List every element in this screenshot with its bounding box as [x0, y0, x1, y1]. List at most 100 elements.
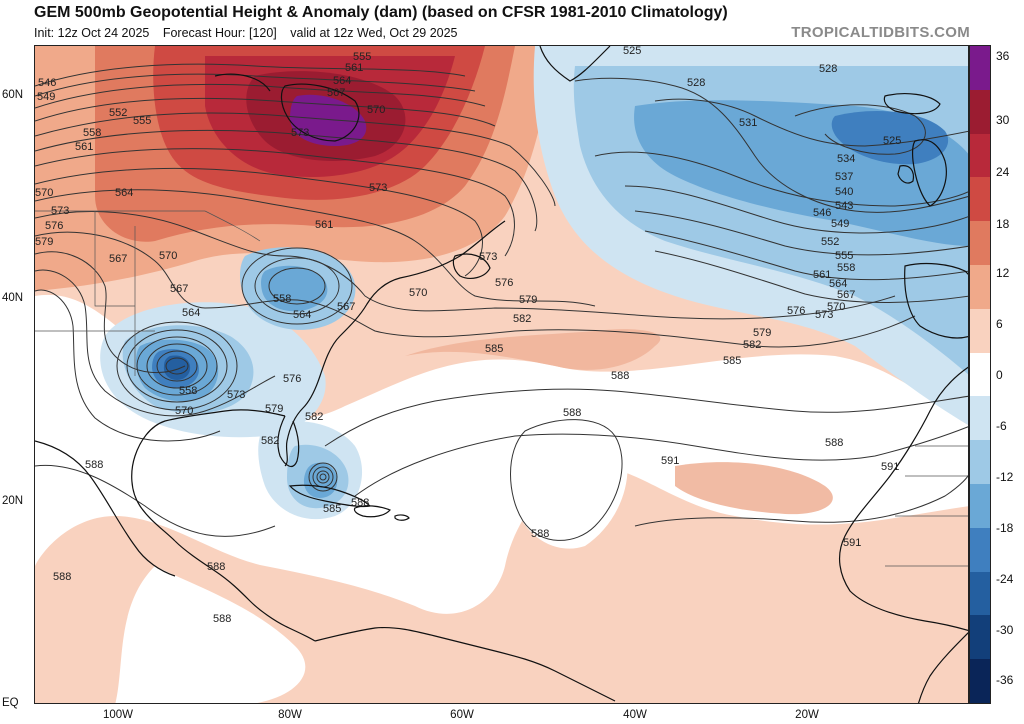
contour-label: 570	[367, 104, 385, 116]
contour-label: 549	[37, 91, 55, 103]
contour-label: 582	[305, 411, 323, 423]
colorbar-segment	[970, 484, 990, 529]
lon-label-20w: 20W	[795, 709, 819, 721]
contour-label: 570	[827, 301, 845, 313]
forecast-hour: Forecast Hour: [120]	[162, 26, 277, 40]
contour-label: 555	[353, 51, 371, 63]
political-borders	[35, 210, 968, 567]
contour-label: 552	[821, 236, 839, 248]
contour-label: 588	[213, 613, 231, 625]
contour-label: 558	[837, 262, 855, 274]
contour-label: 579	[35, 236, 53, 248]
contour-label: 579	[519, 294, 537, 306]
contour-label: 579	[265, 403, 283, 415]
colorbar-label: 0	[996, 368, 1003, 382]
anomaly-fill-neutral-mid	[511, 415, 628, 549]
colorbar-label: -18	[996, 521, 1014, 535]
contour-label: 573	[479, 251, 497, 263]
cutoff-contours	[116, 321, 238, 411]
contour-label: 555	[835, 250, 853, 262]
colorbar-segment	[970, 221, 990, 266]
contour-label: 576	[45, 220, 63, 232]
contour-label: 573	[291, 127, 309, 139]
contour-label: 561	[813, 269, 831, 281]
colorbar-segment	[970, 571, 990, 616]
ridge-fill-36	[290, 94, 367, 146]
contour-label: 588	[207, 561, 225, 573]
colorbar-segment	[970, 265, 990, 310]
contour-label: 567	[170, 283, 188, 295]
contour-label: 567	[109, 253, 127, 265]
anomaly-fill-patch-b	[675, 462, 833, 515]
contour-label: 564	[333, 75, 351, 87]
colorbar-segment	[970, 133, 990, 178]
colorbar-label: 24	[996, 165, 1010, 179]
contour-label: 570	[175, 405, 193, 417]
contour-label: 591	[661, 455, 679, 467]
colorbar-segment	[970, 89, 990, 135]
contour-label: 561	[315, 219, 333, 231]
colorbar-segment	[970, 659, 990, 704]
lon-label-40w: 40W	[623, 709, 647, 721]
colorbar-segment	[970, 440, 990, 485]
colorbar-label: 6	[996, 317, 1003, 331]
lon-label-80w: 80W	[278, 709, 302, 721]
map-panel: 546 549 552 555 558 561 564 570 573 576 579 567 570 5…	[34, 45, 969, 704]
contour-label: 573	[51, 205, 69, 217]
contour-label: 552	[109, 107, 127, 119]
colorbar-segment	[970, 308, 990, 354]
gl-low-contours	[241, 247, 353, 325]
contour-label: 531	[739, 117, 757, 129]
valid-time: valid at 12z Wed, Oct 29 2025	[290, 26, 458, 40]
contour-label: 576	[495, 277, 513, 289]
lat-label-eq: EQ	[2, 697, 19, 709]
contour-label: 582	[261, 435, 279, 447]
contour-label: 591	[881, 461, 899, 473]
contour-label: 588	[563, 407, 581, 419]
contour-label: 549	[831, 218, 849, 230]
contour-label: 570	[159, 250, 177, 262]
contour-label: 588	[611, 370, 629, 382]
colorbar-label: 30	[996, 113, 1010, 127]
contour-label: 558	[273, 293, 291, 305]
colorbar-segment	[970, 615, 990, 660]
contour-label: 579	[753, 327, 771, 339]
contour-label: 585	[485, 343, 503, 355]
contour-label: 582	[513, 313, 531, 325]
contour-label: 555	[133, 115, 151, 127]
colorbar-segment	[970, 352, 990, 397]
contour-label: 528	[819, 63, 837, 75]
lon-label-100w: 100W	[102, 709, 134, 721]
contour-label: 588	[85, 459, 103, 471]
chart-subtitle: Init: 12z Oct 24 2025 Forecast Hour: [12…	[34, 26, 468, 40]
contour-label: 567	[837, 289, 855, 301]
colorbar-segment	[970, 177, 990, 222]
colorbar-label: -24	[996, 572, 1014, 586]
contour-label: 564	[182, 307, 200, 319]
colorbar-label: -6	[996, 419, 1007, 433]
site-brand: TROPICALTIDBITS.COM	[791, 24, 970, 41]
contour-label: 525	[883, 135, 901, 147]
contour-label: 588	[351, 497, 369, 509]
contour-label: 525	[623, 46, 641, 57]
contour-label: 573	[815, 309, 833, 321]
contour-label: 558	[83, 127, 101, 139]
contour-label: 561	[75, 141, 93, 153]
anomaly-fill-neutral	[35, 294, 968, 614]
contour-label: 573	[227, 389, 245, 401]
lat-label-40n: 40N	[2, 292, 24, 304]
chart-title: GEM 500mb Geopotential Height & Anomaly …	[34, 4, 728, 21]
colorbar-label: -12	[996, 470, 1014, 484]
contour-label: 591	[843, 537, 861, 549]
contour-label: 585	[723, 355, 741, 367]
contour-label: 567	[327, 87, 345, 99]
contour-label: 576	[283, 373, 301, 385]
contour-label: 564	[293, 309, 311, 321]
colorbar-label: 12	[996, 266, 1010, 280]
contour-label: 543	[835, 200, 853, 212]
lon-label-60w: 60W	[450, 709, 474, 721]
anomaly-fill-neutral-south	[115, 566, 306, 703]
height-contours	[35, 63, 968, 541]
